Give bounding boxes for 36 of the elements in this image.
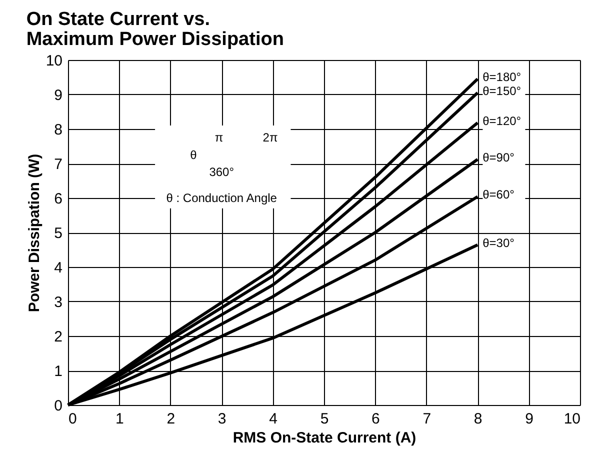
x-tick-label: 9	[525, 410, 534, 428]
x-tick-label: 6	[372, 410, 380, 428]
y-tick-label: 9	[54, 87, 62, 104]
y-tick-label: 5	[54, 225, 62, 242]
x-tick-label: 1	[116, 410, 124, 428]
y-tick-label: 4	[54, 260, 62, 276]
series-label: θ=60°	[482, 188, 515, 202]
series-label: θ=90°	[482, 150, 515, 164]
annotation: θ : Conduction Angle	[166, 191, 278, 205]
x-tick-label: 0	[68, 410, 77, 428]
x-tick-label: 2	[166, 410, 176, 428]
annotation: 2π	[262, 130, 278, 145]
series-label: θ=120°	[482, 114, 522, 128]
annotation: π	[214, 130, 224, 145]
x-tick-label: 4	[269, 410, 278, 428]
y-tick-label: 2	[54, 328, 62, 346]
y-axis-title: Power Dissipation (W)	[26, 154, 43, 312]
x-tick-label: 8	[474, 410, 482, 428]
annotation: 360°	[209, 165, 234, 180]
x-tick-label: 10	[564, 410, 580, 428]
x-tick-label: 5	[320, 410, 329, 428]
y-tick-label: 8	[54, 122, 62, 138]
y-tick-label: 0	[54, 398, 62, 414]
y-tick-label: 10	[46, 52, 62, 70]
x-axis-title: RMS On-State Current (A)	[232, 430, 416, 446]
y-tick-label: 3	[54, 294, 62, 311]
y-tick-label: 7	[54, 156, 62, 173]
series-label: θ=30°	[482, 236, 515, 250]
series-label: θ=150°	[482, 84, 522, 98]
annotation: θ	[190, 148, 198, 162]
y-tick-label: 1	[54, 363, 62, 380]
y-tick-label: 6	[54, 190, 62, 208]
x-tick-label: 3	[218, 410, 226, 428]
chart-title: On State Current vs. Maximum Power Dissipation	[26, 9, 284, 50]
x-tick-label: 7	[422, 410, 432, 428]
series-label: θ=180°	[482, 70, 522, 84]
